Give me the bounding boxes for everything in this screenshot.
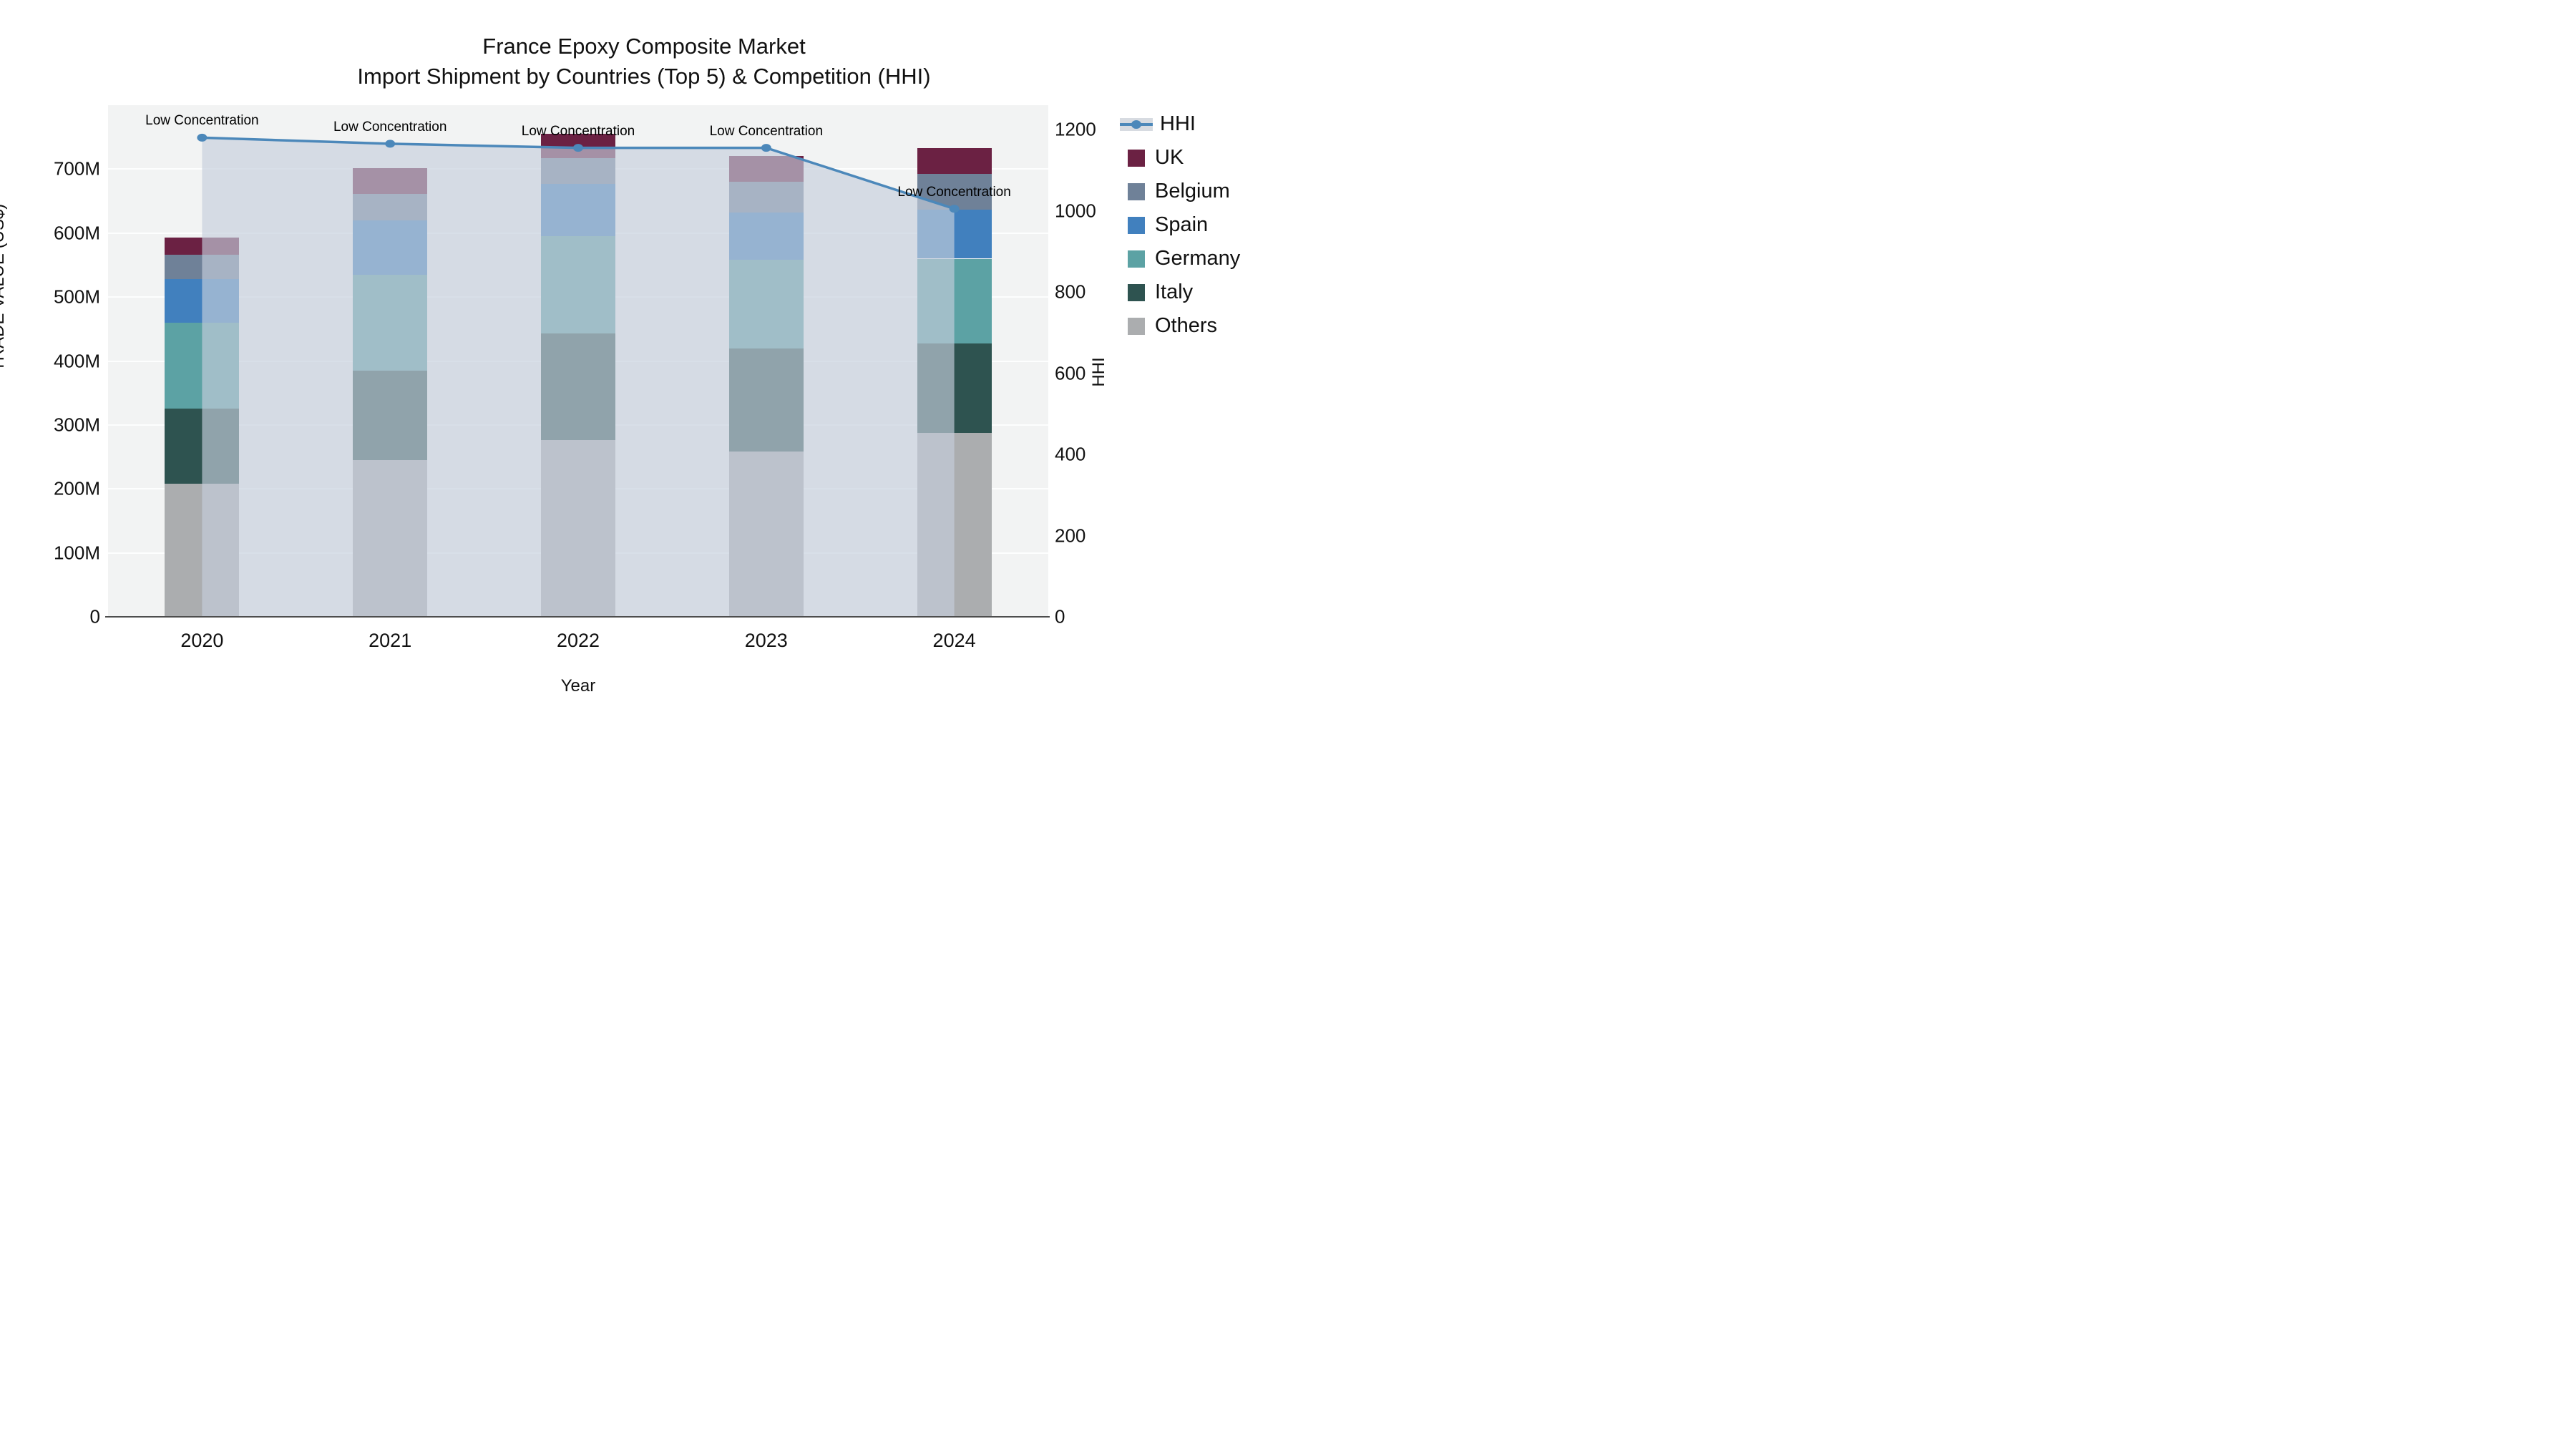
legend-item-belgium: Belgium	[1128, 175, 1240, 208]
hhi-marker-2020	[197, 133, 208, 142]
year-tick-label-2021: 2021	[369, 630, 412, 651]
legend-label-others: Others	[1155, 314, 1218, 337]
right-tick-label: 400	[1055, 443, 1086, 465]
legend-label-spain: Spain	[1155, 213, 1209, 236]
legend-label-italy: Italy	[1155, 280, 1194, 303]
legend-swatch-spain	[1128, 216, 1145, 234]
year-tick-label-2024: 2024	[932, 630, 976, 651]
annotation-2022: Low Concentration	[521, 123, 635, 139]
legend-label-germany: Germany	[1155, 247, 1241, 270]
hhi-area-fill	[202, 137, 955, 617]
legend-item-germany: Germany	[1128, 242, 1240, 275]
legend-item-others: Others	[1128, 309, 1240, 343]
legend-swatch-germany	[1128, 250, 1145, 268]
left-tick-label: 200M	[53, 477, 100, 499]
year-tick-label-2020: 2020	[180, 630, 224, 651]
hhi-marker-2022	[573, 144, 583, 152]
year-tick-label-2022: 2022	[556, 630, 600, 651]
year-tick-label-2023: 2023	[744, 630, 788, 651]
annotation-2023: Low Concentration	[709, 123, 824, 139]
legend-item-italy: Italy	[1128, 275, 1240, 309]
right-tick-label: 200	[1055, 525, 1086, 546]
hhi-marker-2024	[949, 205, 960, 213]
left-tick-label: 600M	[53, 222, 100, 244]
annotation-2020: Low Concentration	[145, 113, 259, 129]
left-tick-label: 100M	[53, 542, 100, 564]
legend: HHI UK Belgium Spain Germany Italy Others	[1120, 107, 1240, 343]
chart-title: France Epoxy Composite Market	[482, 34, 806, 59]
annotation-2021: Low Concentration	[333, 119, 447, 135]
hhi-marker-2021	[385, 140, 396, 148]
legend-item-hhi: HHI	[1120, 107, 1240, 141]
left-tick-label: 0	[89, 605, 100, 628]
left-tick-label: 300M	[53, 414, 100, 436]
right-tick-label: 800	[1055, 280, 1086, 303]
legend-item-spain: Spain	[1128, 208, 1240, 242]
legend-line-marker	[1131, 119, 1141, 129]
legend-swatch-belgium	[1128, 182, 1145, 200]
y-axis-label-right: HHI	[1089, 357, 1108, 387]
legend-swatch-italy	[1128, 283, 1145, 301]
legend-line-sample-icon	[1120, 117, 1153, 131]
left-tick-label: 400M	[53, 350, 100, 371]
hhi-line-layer	[197, 133, 960, 617]
legend-label-hhi: HHI	[1160, 112, 1196, 135]
right-tick-label: 1200	[1055, 118, 1096, 140]
hhi-marker-2023	[761, 144, 771, 152]
legend-label-uk: UK	[1155, 146, 1184, 169]
left-tick-label: 700M	[53, 157, 100, 180]
annotation-2024: Low Concentration	[897, 184, 1011, 200]
right-tick-label: 0	[1055, 605, 1065, 628]
left-tick-label: 500M	[53, 286, 100, 308]
y-axis-label-left: TRADE VALUE (US$)	[0, 203, 8, 371]
right-tick-label: 1000	[1055, 200, 1096, 222]
x-axis-label: Year	[560, 676, 596, 696]
legend-swatch-uk	[1128, 149, 1145, 167]
x-axis-line	[105, 616, 1050, 618]
legend-swatch-others	[1128, 317, 1145, 335]
legend-item-uk: UK	[1128, 141, 1240, 175]
right-tick-label: 600	[1055, 362, 1086, 384]
legend-label-belgium: Belgium	[1155, 180, 1230, 203]
chart-subtitle: Import Shipment by Countries (Top 5) & C…	[357, 64, 931, 89]
figure: France Epoxy Composite Market Import Shi…	[0, 0, 1288, 725]
bar-segment-uk-2024	[917, 147, 992, 174]
